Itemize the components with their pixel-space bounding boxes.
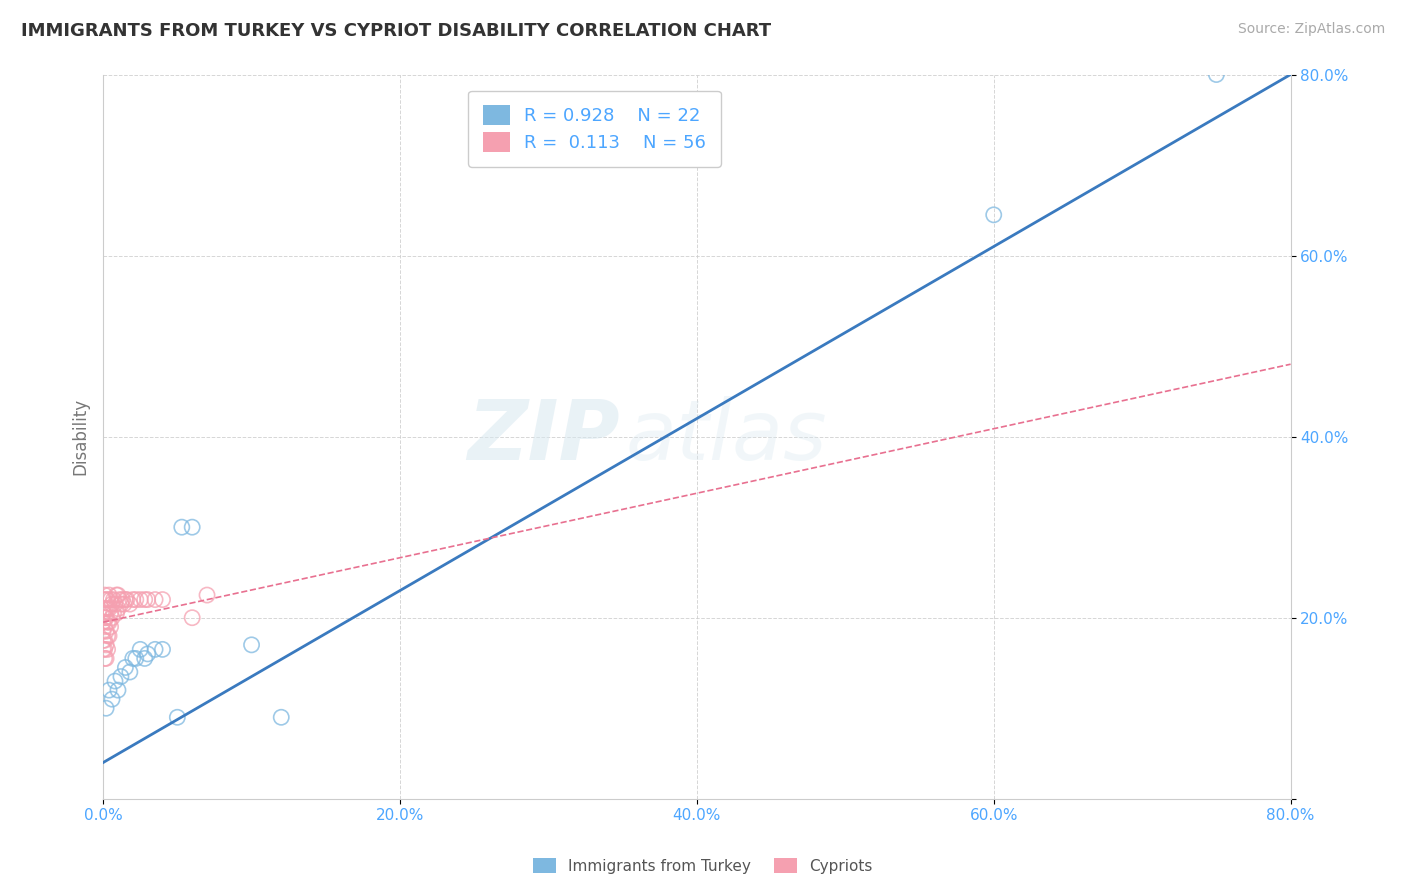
Legend: R = 0.928    N = 22, R =  0.113    N = 56: R = 0.928 N = 22, R = 0.113 N = 56 <box>468 91 721 167</box>
Point <box>143 642 166 657</box>
Point <box>107 588 129 602</box>
Text: atlas: atlas <box>626 396 827 477</box>
Point <box>104 597 127 611</box>
Point <box>98 615 121 630</box>
Point <box>136 592 159 607</box>
Point <box>94 624 117 639</box>
Point <box>94 638 117 652</box>
Point <box>97 642 120 657</box>
Point <box>107 601 129 615</box>
Y-axis label: Disability: Disability <box>72 398 89 475</box>
Point <box>91 633 114 648</box>
Point <box>93 610 115 624</box>
Point <box>134 651 156 665</box>
Text: IMMIGRANTS FROM TURKEY VS CYPRIOT DISABILITY CORRELATION CHART: IMMIGRANTS FROM TURKEY VS CYPRIOT DISABI… <box>21 22 772 40</box>
Point <box>270 710 292 724</box>
Point <box>98 588 121 602</box>
Point <box>93 588 115 602</box>
Point <box>98 601 121 615</box>
Point <box>121 651 143 665</box>
Point <box>100 606 122 620</box>
Point <box>103 606 125 620</box>
Point <box>100 592 122 607</box>
Point <box>152 642 174 657</box>
Point <box>105 588 128 602</box>
Point <box>94 701 117 715</box>
Point <box>129 642 152 657</box>
Text: Source: ZipAtlas.com: Source: ZipAtlas.com <box>1237 22 1385 37</box>
Point <box>101 597 124 611</box>
Point <box>94 592 117 607</box>
Point <box>103 592 125 607</box>
Point <box>983 208 1005 222</box>
Point <box>100 620 122 634</box>
Point <box>170 520 193 534</box>
Point <box>91 642 114 657</box>
Point <box>112 597 135 611</box>
Point <box>94 601 117 615</box>
Point <box>105 606 128 620</box>
Point <box>114 660 136 674</box>
Point <box>93 620 115 634</box>
Point <box>195 588 218 602</box>
Point <box>94 651 117 665</box>
Point <box>101 610 124 624</box>
Point <box>111 592 134 607</box>
Point <box>101 692 124 706</box>
Point <box>91 615 114 630</box>
Point <box>121 592 143 607</box>
Legend: Immigrants from Turkey, Cypriots: Immigrants from Turkey, Cypriots <box>527 852 879 880</box>
Point <box>97 592 120 607</box>
Point <box>93 642 115 657</box>
Point <box>110 597 132 611</box>
Point <box>93 633 115 648</box>
Point <box>114 592 136 607</box>
Point <box>134 592 156 607</box>
Point <box>129 592 152 607</box>
Point <box>136 647 159 661</box>
Point <box>181 610 204 624</box>
Point <box>118 665 141 679</box>
Point <box>98 629 121 643</box>
Point <box>97 629 120 643</box>
Point <box>125 651 148 665</box>
Point <box>91 606 114 620</box>
Point <box>107 683 129 698</box>
Point <box>143 592 166 607</box>
Point <box>97 601 120 615</box>
Point <box>115 592 138 607</box>
Text: ZIP: ZIP <box>467 396 620 477</box>
Point <box>108 592 131 607</box>
Point <box>166 710 188 724</box>
Point <box>118 597 141 611</box>
Point <box>181 520 204 534</box>
Point <box>93 651 115 665</box>
Point <box>125 592 148 607</box>
Point <box>240 638 263 652</box>
Point <box>91 592 114 607</box>
Point <box>91 624 114 639</box>
Point <box>1205 68 1227 82</box>
Point <box>104 674 127 689</box>
Point <box>97 615 120 630</box>
Point <box>94 610 117 624</box>
Point <box>152 592 174 607</box>
Point <box>93 601 115 615</box>
Point <box>98 683 121 698</box>
Point <box>110 669 132 683</box>
